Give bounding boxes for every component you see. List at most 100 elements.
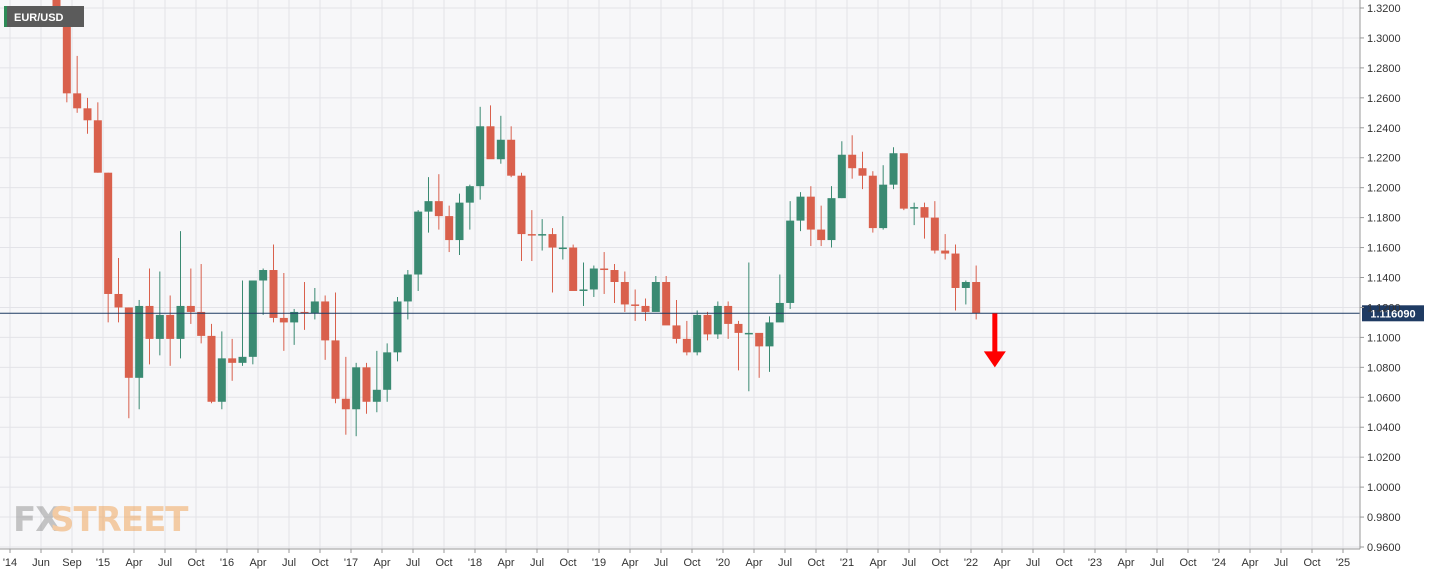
- candle-body: [496, 139, 505, 160]
- candle: [393, 296, 402, 362]
- x-tick-label: Oct: [931, 557, 948, 569]
- x-tick-label: Apr: [993, 557, 1010, 569]
- x-tick-label: '22: [964, 557, 978, 569]
- candle: [868, 171, 877, 233]
- candle-body: [321, 301, 330, 341]
- candle-body: [972, 281, 981, 314]
- x-tick-label: Jul: [282, 557, 296, 569]
- candle-body: [662, 281, 671, 326]
- candle-body: [744, 332, 753, 335]
- candle-body: [610, 270, 619, 282]
- candle: [507, 126, 516, 178]
- candle: [238, 280, 247, 366]
- candle: [93, 102, 102, 173]
- candle-body: [579, 289, 588, 291]
- candle-body: [393, 301, 402, 353]
- candle: [352, 362, 361, 437]
- candle-body: [248, 280, 257, 357]
- candle-body: [372, 389, 381, 402]
- candle: [83, 97, 92, 134]
- candle: [631, 289, 640, 321]
- x-tick-label: Sep: [62, 557, 82, 569]
- candle: [176, 231, 185, 359]
- candle: [651, 276, 660, 312]
- candle-body: [930, 217, 939, 251]
- candle-body: [476, 126, 485, 187]
- candle-body: [228, 358, 237, 363]
- candle-body: [197, 311, 206, 336]
- x-tick-label: Jul: [654, 557, 668, 569]
- candle: [548, 228, 557, 293]
- candle: [858, 151, 867, 190]
- candle: [259, 268, 268, 315]
- candle-body: [775, 302, 784, 323]
- candle: [672, 299, 681, 344]
- x-tick-label: Apr: [1241, 557, 1258, 569]
- candle: [517, 172, 526, 262]
- candle-body: [269, 270, 278, 318]
- candle-body: [651, 281, 660, 312]
- candle-body: [879, 184, 888, 229]
- x-tick-label: Oct: [559, 557, 576, 569]
- candle-body: [445, 216, 454, 241]
- y-tick-label: 0.9800: [1367, 512, 1401, 524]
- candle: [145, 268, 154, 365]
- candle-body: [279, 317, 288, 323]
- candle: [734, 320, 743, 371]
- logo-fx: FX: [13, 500, 61, 540]
- candle: [941, 234, 950, 260]
- x-tick-label: Apr: [745, 557, 762, 569]
- candle: [693, 310, 702, 356]
- candle-body: [465, 186, 474, 203]
- candle: [848, 135, 857, 179]
- candle: [910, 202, 919, 226]
- candle: [558, 216, 567, 260]
- x-tick-label: '18: [468, 557, 482, 569]
- candle: [455, 193, 464, 256]
- candle: [527, 210, 536, 262]
- candle-body: [703, 314, 712, 335]
- candle-body: [62, 18, 71, 94]
- candle: [197, 264, 206, 344]
- x-tick-label: Oct: [807, 557, 824, 569]
- candle-body: [631, 304, 640, 306]
- candle-body: [155, 314, 164, 339]
- x-tick-label: Jul: [158, 557, 172, 569]
- candle-body: [920, 207, 929, 218]
- candle: [775, 274, 784, 323]
- candle-body: [310, 301, 319, 314]
- y-tick-label: 1.0400: [1367, 422, 1401, 434]
- candle-body: [765, 322, 774, 347]
- y-tick-label: 1.1800: [1367, 213, 1401, 225]
- candle-body: [951, 253, 960, 288]
- candle: [279, 273, 288, 351]
- candle: [207, 323, 216, 404]
- candle: [362, 362, 371, 414]
- x-tick-label: Apr: [125, 557, 142, 569]
- candle-body: [672, 325, 681, 339]
- x-tick-label: Oct: [1179, 557, 1196, 569]
- candle: [930, 201, 939, 254]
- x-tick-label: Jul: [530, 557, 544, 569]
- candle-body: [538, 234, 547, 236]
- candle-body: [73, 93, 82, 109]
- candle: [889, 147, 898, 190]
- candle: [724, 301, 733, 339]
- candle-body: [734, 323, 743, 333]
- candle: [899, 153, 908, 211]
- candle-body: [713, 305, 722, 335]
- down-arrow-annotation: [983, 313, 1006, 368]
- candle: [331, 292, 340, 404]
- candle: [610, 264, 619, 303]
- candle-body: [383, 352, 392, 390]
- x-tick-label: Jul: [778, 557, 792, 569]
- y-tick-label: 1.1600: [1367, 243, 1401, 255]
- candle: [135, 299, 144, 410]
- candle: [186, 268, 195, 324]
- candle-body: [300, 311, 309, 314]
- x-tick-label: '25: [1336, 557, 1350, 569]
- x-tick-label: Apr: [249, 557, 266, 569]
- x-tick-label: '21: [840, 557, 854, 569]
